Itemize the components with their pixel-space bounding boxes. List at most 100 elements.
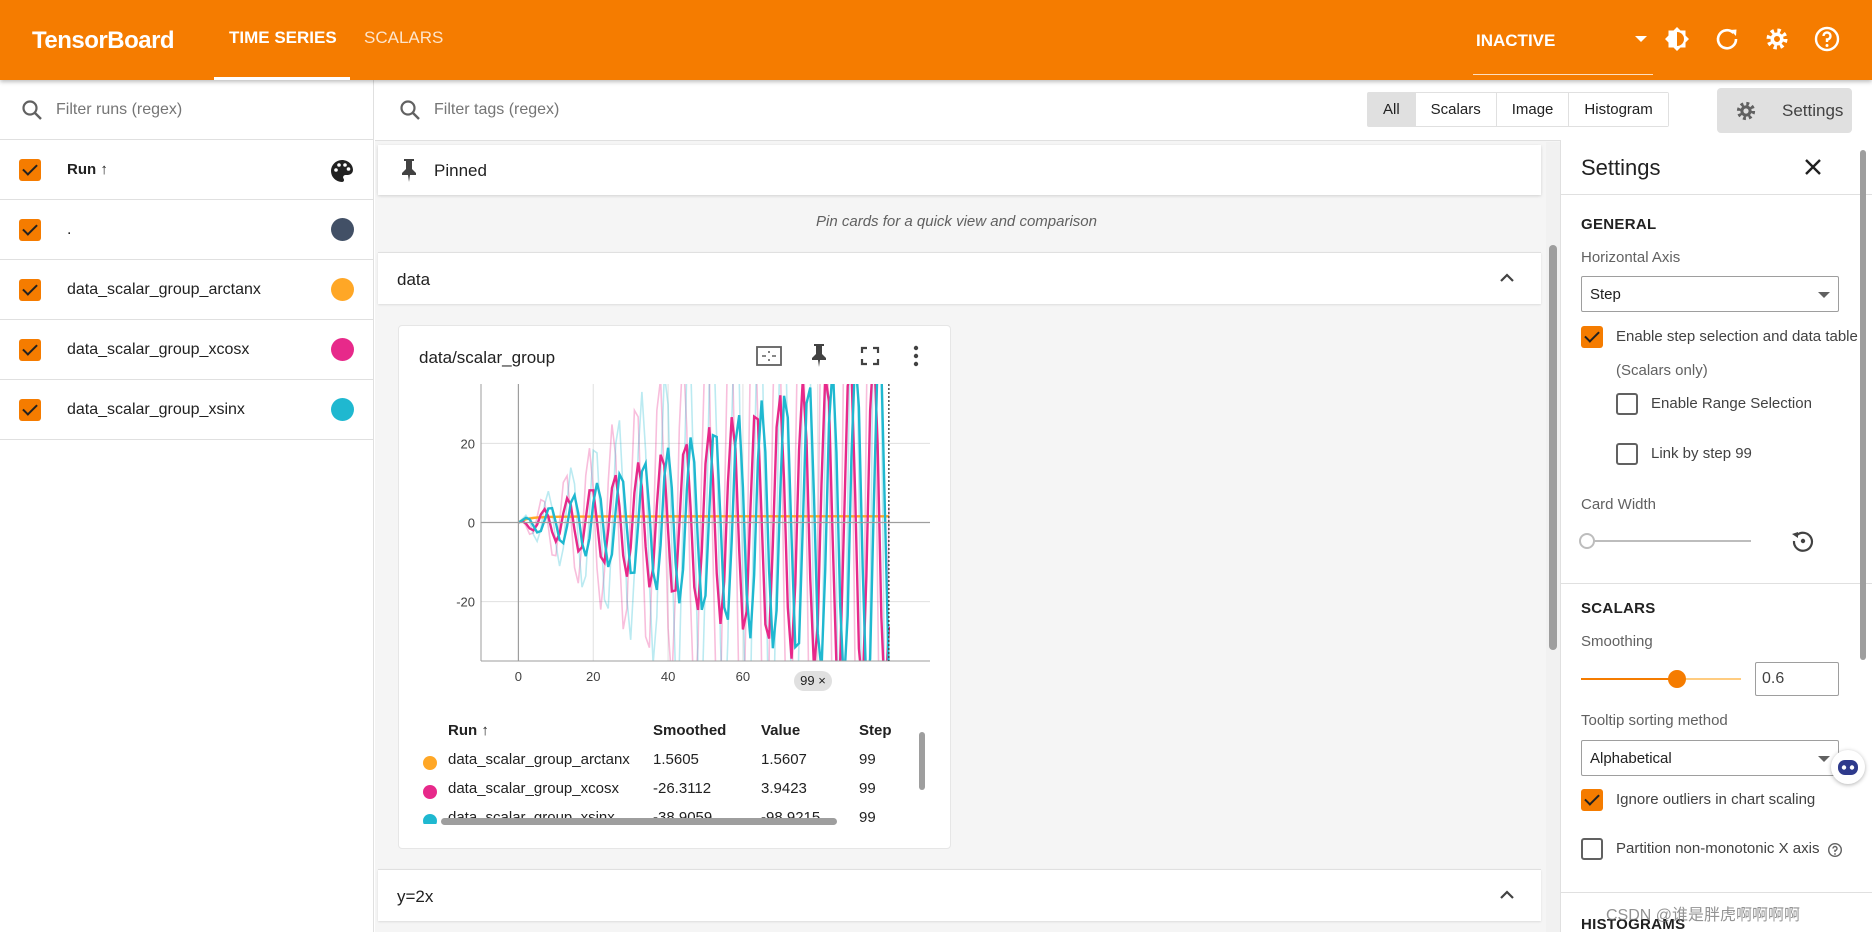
partition-label: Partition non-monotonic X axis <box>1616 840 1820 857</box>
series-raw-line <box>518 384 890 661</box>
filter-scalars-button[interactable]: Scalars <box>1415 93 1497 126</box>
run-color-swatch[interactable] <box>331 338 354 361</box>
close-icon[interactable] <box>1802 156 1824 178</box>
group-header-data[interactable]: data <box>378 252 1541 304</box>
settings-toggle-button[interactable]: Settings <box>1717 88 1852 133</box>
run-color-swatch[interactable] <box>331 398 354 421</box>
ignore-outliers-checkbox[interactable] <box>1581 789 1603 811</box>
card-title: data/scalar_group <box>419 348 556 367</box>
card-width-track[interactable] <box>1587 540 1751 542</box>
help-icon[interactable] <box>1812 24 1842 54</box>
range-selection-checkbox[interactable] <box>1616 393 1638 415</box>
chevron-up-icon[interactable] <box>1496 884 1518 906</box>
series-dot <box>423 785 437 799</box>
run-checkbox[interactable] <box>19 399 41 421</box>
step-selection-checkbox[interactable] <box>1581 326 1603 348</box>
runs-filter[interactable]: Filter runs (regex) <box>0 80 374 140</box>
palette-icon[interactable] <box>329 158 355 184</box>
pinned-section-header: Pinned <box>378 145 1541 195</box>
group-header-y2x[interactable]: y=2x <box>378 869 1541 921</box>
settings-panel: Settings GENERAL Horizontal Axis Step En… <box>1560 140 1872 933</box>
assistant-button[interactable] <box>1831 750 1865 784</box>
filter-all-button[interactable]: All <box>1368 93 1416 126</box>
cell-value: 1.5607 <box>761 751 807 768</box>
col-run[interactable]: Run ↑ <box>448 722 489 739</box>
run-row[interactable]: data_scalar_group_xsinx <box>0 380 374 440</box>
smoothing-fill <box>1581 678 1677 680</box>
gear-icon[interactable] <box>1762 24 1792 54</box>
help-icon[interactable] <box>1827 842 1843 858</box>
series-dot <box>423 756 437 770</box>
table-row: data_scalar_group_xcosx -26.3112 3.9423 … <box>419 780 919 808</box>
plugin-selector[interactable]: INACTIVE <box>1476 31 1556 50</box>
horizontal-axis-value: Step <box>1590 286 1621 303</box>
brightness-icon[interactable] <box>1662 24 1692 54</box>
run-row[interactable]: . <box>0 200 374 260</box>
more-vert-icon[interactable] <box>911 344 921 368</box>
partition-checkbox[interactable] <box>1581 838 1603 860</box>
chevron-up-icon[interactable] <box>1496 267 1518 289</box>
run-checkbox[interactable] <box>19 279 41 301</box>
run-checkbox[interactable] <box>19 219 41 241</box>
smoothing-track[interactable] <box>1581 670 1741 688</box>
x-tick-label: 20 <box>586 669 600 684</box>
tab-time-series[interactable]: TIME SERIES <box>229 28 337 47</box>
table-vscroll[interactable] <box>919 716 927 806</box>
active-tab-indicator <box>214 77 350 80</box>
y-tick-label: 0 <box>468 516 475 531</box>
range-selection-label: Enable Range Selection <box>1651 395 1812 412</box>
col-value[interactable]: Value <box>761 722 801 739</box>
tooltip-sort-label: Tooltip sorting method <box>1581 712 1728 729</box>
refresh-icon[interactable] <box>1712 24 1742 54</box>
settings-divider <box>1561 194 1872 195</box>
series-raw-line <box>517 384 886 661</box>
runs-pane: Filter runs (regex) Run ↑ . data_scalar_… <box>0 80 374 932</box>
filter-image-button[interactable]: Image <box>1496 93 1570 126</box>
assistant-icon <box>1838 760 1858 775</box>
y-tick-label: 20 <box>461 436 475 451</box>
table-vscroll-thumb[interactable] <box>919 732 925 790</box>
cell-smoothed: -26.3112 <box>653 780 712 797</box>
horizontal-axis-label: Horizontal Axis <box>1581 249 1681 266</box>
run-color-swatch[interactable] <box>331 218 354 241</box>
col-step[interactable]: Step <box>859 722 892 739</box>
smoothing-input[interactable]: 0.6 <box>1755 662 1839 696</box>
x-tick-label: 40 <box>661 669 675 684</box>
pin-icon[interactable] <box>808 342 830 368</box>
fullscreen-icon[interactable] <box>859 345 881 367</box>
y-tick-label: -20 <box>456 595 475 610</box>
select-all-checkbox[interactable] <box>19 159 41 181</box>
settings-scrollbar[interactable] <box>1860 150 1868 932</box>
line-chart[interactable]: 020406080200-20 <box>399 381 952 711</box>
smoothing-thumb[interactable] <box>1668 670 1686 688</box>
tab-scalars[interactable]: SCALARS <box>364 28 444 47</box>
link-by-step-checkbox[interactable] <box>1616 443 1638 465</box>
search-icon <box>400 100 420 120</box>
histograms-section-title: HISTOGRAMS <box>1581 916 1686 933</box>
scalar-card: data/scalar_group 020406080200-20 99 × R… <box>398 325 951 849</box>
table-hscroll-thumb[interactable] <box>441 818 837 825</box>
main-scrollbar[interactable] <box>1546 142 1560 932</box>
settings-scrollbar-thumb[interactable] <box>1860 150 1866 660</box>
run-row[interactable]: data_scalar_group_arctanx <box>0 260 374 320</box>
run-color-swatch[interactable] <box>331 278 354 301</box>
x-tick-label: 60 <box>736 669 750 684</box>
fit-domain-icon[interactable] <box>755 344 783 368</box>
run-checkbox[interactable] <box>19 339 41 361</box>
filter-histogram-button[interactable]: Histogram <box>1569 93 1668 126</box>
tooltip-sort-select[interactable]: Alphabetical <box>1581 740 1839 776</box>
runs-filter-placeholder[interactable]: Filter runs (regex) <box>56 101 183 118</box>
col-smoothed[interactable]: Smoothed <box>653 722 727 739</box>
run-row[interactable]: data_scalar_group_xcosx <box>0 320 374 380</box>
card-width-thumb[interactable] <box>1579 533 1595 549</box>
step-selector-chip[interactable]: 99 × <box>794 671 832 691</box>
run-column-header[interactable]: Run ↑ <box>67 161 108 178</box>
horizontal-axis-select[interactable]: Step <box>1581 276 1839 312</box>
type-filter-group: All Scalars Image Histogram <box>1367 92 1669 127</box>
series-smoothed-line <box>518 384 891 661</box>
reset-icon[interactable] <box>1790 528 1816 554</box>
cell-step: 99 <box>859 809 876 824</box>
chevron-down-icon[interactable] <box>1626 24 1656 54</box>
scrollbar-thumb[interactable] <box>1549 245 1557 650</box>
tags-filter-input[interactable]: Filter tags (regex) <box>434 101 560 118</box>
